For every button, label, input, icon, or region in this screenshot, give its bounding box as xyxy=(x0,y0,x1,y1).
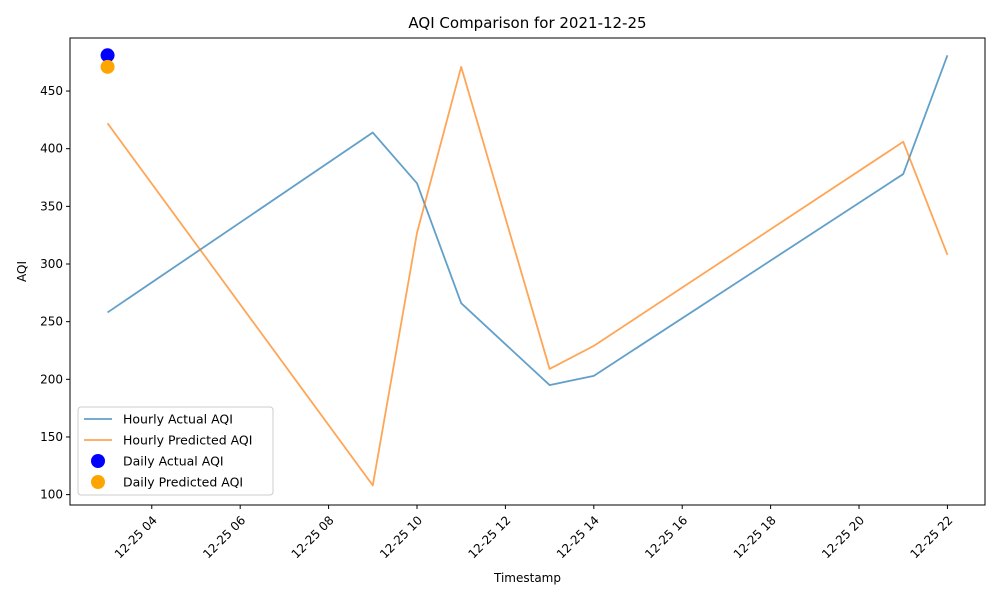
x-tick-label: 12-25 04 xyxy=(112,513,160,561)
plot-area xyxy=(100,48,949,487)
scatter-point xyxy=(100,48,115,63)
legend-marker-swatch xyxy=(91,475,105,489)
y-tick-label: 200 xyxy=(40,372,63,386)
x-tick-label: 12-25 16 xyxy=(642,513,690,561)
legend-box xyxy=(77,406,274,496)
y-axis: 100 150 200 250 300 350 400 450 xyxy=(40,84,70,502)
legend-label: Daily Actual AQI xyxy=(123,454,224,469)
axes-frame xyxy=(69,37,986,506)
x-tick-label: 12-25 18 xyxy=(731,513,779,561)
y-tick-label: 400 xyxy=(40,142,63,156)
x-axis-label: Timestamp xyxy=(493,571,561,585)
y-tick-label: 300 xyxy=(40,257,63,271)
chart-title: AQI Comparison for 2021-12-25 xyxy=(408,14,646,32)
legend: Hourly Actual AQI Hourly Predicted AQI Dai… xyxy=(77,406,274,496)
series-line xyxy=(107,54,949,386)
legend-label: Daily Predicted AQI xyxy=(123,475,243,490)
legend-label: Hourly Actual AQI xyxy=(123,412,233,427)
scatter-point xyxy=(100,59,115,74)
x-tick-label: 12-25 22 xyxy=(907,513,955,561)
x-tick-label: 12-25 10 xyxy=(377,513,425,561)
y-axis-label: AQI xyxy=(15,261,29,282)
legend-label: Hourly Predicted AQI xyxy=(123,433,252,448)
y-tick-label: 350 xyxy=(40,199,63,213)
x-tick-label: 12-25 06 xyxy=(200,513,248,561)
series-line xyxy=(106,65,949,487)
x-tick-label: 12-25 08 xyxy=(289,513,337,561)
y-tick-label: 250 xyxy=(40,315,63,329)
x-tick-label: 12-25 12 xyxy=(465,513,513,561)
y-tick-label: 100 xyxy=(40,488,63,502)
legend-marker-swatch xyxy=(91,454,105,468)
y-tick-label: 150 xyxy=(40,430,63,444)
y-tick-label: 450 xyxy=(40,84,63,98)
x-axis: 12-25 04 12-25 06 12-25 08 12-25 10 12-25 12… xyxy=(112,505,956,561)
x-tick-label: 12-25 14 xyxy=(554,513,602,561)
x-tick-label: 12-25 20 xyxy=(819,513,867,561)
